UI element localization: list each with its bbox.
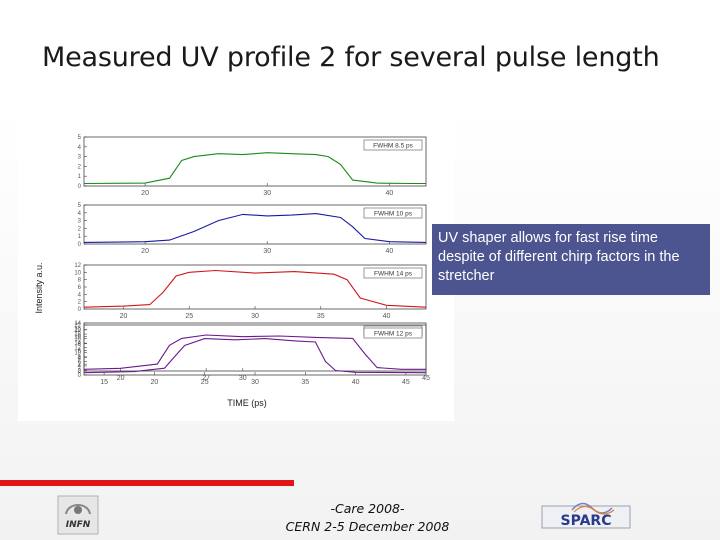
series-line-5 [83,338,427,374]
y-tick-label-3-5: 2 [78,300,82,306]
y-tick-label-4-7: 0 [78,369,82,375]
x-tick-label-4-0: 20 [117,375,125,382]
series-line-4 [83,334,426,370]
y-tick-label-4-4: 6 [78,348,82,354]
panel-frame-2 [83,204,427,245]
x-tick-label-5-5: 40 [352,379,360,386]
figure-panel: Intensity a.u. TIME (ps) 5 4 3 2 1 0 20 30 40 FWH… [18,113,454,421]
legend-label-1: FWHM 8.5 ps [373,143,413,150]
y-tick-label-3-3: 6 [78,285,82,291]
footer-location: CERN 2-5 December 2008 [285,519,450,534]
y-tick-label-4-6: 2 [78,362,82,368]
y-tick-label-5-10: 2 [78,368,82,374]
x-tick-label-5-3: 30 [251,379,259,386]
y-tick-label-2-3: 2 [78,226,82,232]
y-tick-label-3-4: 4 [78,292,82,298]
panel-frame-1 [83,136,427,187]
x-tick-label-1-2: 40 [385,190,393,197]
x-tick-label-5-6: 45 [402,379,410,386]
x-tick-label-4-1: 27 [202,375,210,382]
y-tick-label-5-0: 22 [74,323,81,329]
series-line-3 [83,269,427,308]
y-tick-label-3-0: 12 [74,263,81,269]
y-tick-label-5-2: 18 [74,332,81,338]
y-tick-label-4-1: 12 [74,328,81,334]
infn-logo-text: INFN [66,520,91,530]
x-tick-label-3-1: 25 [185,313,193,320]
legend-label-3: FWHM 14 ps [374,271,413,278]
y-tick-label-1-1: 4 [78,145,82,151]
y-tick-label-4-3: 8 [78,342,82,348]
y-tick-label-2-4: 1 [78,234,82,240]
accent-bar [0,480,294,486]
y-tick-label-5-1: 20 [74,328,81,334]
callout-note: UV shaper allows for fast rise time desp… [432,224,710,295]
y-tick-label-1-2: 3 [78,155,82,161]
x-tick-label-2-0: 20 [141,248,149,255]
x-tick-label-5-2: 25 [201,379,209,386]
y-tick-label-5-4: 14 [74,341,81,347]
y-axis-label: Intensity a.u. [34,262,44,313]
y-tick-label-3-1: 10 [74,270,81,276]
x-tick-label-5-0: 15 [100,379,108,386]
legend-box-3 [363,267,423,279]
sparc-logo-text: SPARC [561,513,612,529]
footer: -Care 2008- CERN 2-5 December 2008 [250,500,485,536]
legend-label-5: FWHM 12 ps [374,331,413,338]
y-tick-label-5-7: 8 [78,355,82,361]
legend-label-2: FWHM 10 ps [374,211,413,218]
y-tick-label-5-6: 10 [74,350,81,356]
y-tick-label-4-2: 10 [74,335,81,341]
y-tick-label-5-5: 12 [74,346,81,352]
y-tick-label-2-0: 5 [78,203,82,209]
x-tick-label-3-3: 35 [317,313,325,320]
legend-box-5 [363,327,423,339]
legend-box-2 [363,207,423,219]
y-tick-label-5-11: 0 [78,373,82,379]
y-tick-label-1-5: 0 [78,184,82,190]
y-tick-label-1-4: 1 [78,174,82,180]
series-line-2 [83,213,427,243]
x-tick-label-3-4: 40 [383,313,391,320]
slide-title: Measured UV profile 2 for several pulse … [42,42,660,73]
y-tick-label-4-0: 14 [74,321,81,327]
x-axis-label: TIME (ps) [227,398,267,408]
series-line-1 [83,152,426,185]
infn-logo: INFN [54,494,102,536]
x-tick-label-3-0: 20 [120,313,128,320]
x-tick-label-2-1: 30 [263,248,271,255]
x-tick-label-1-0: 20 [141,190,149,197]
y-tick-label-2-5: 0 [78,242,82,248]
x-tick-label-5-4: 35 [301,379,309,386]
footer-event: -Care 2008- [330,501,405,516]
y-tick-label-2-1: 4 [78,211,82,217]
sparc-logo: SPARC [538,498,634,532]
x-tick-label-5-1: 20 [151,379,159,386]
legend-box-1 [363,139,423,151]
y-tick-label-2-2: 3 [78,219,82,225]
y-tick-label-5-9: 4 [78,364,82,370]
y-tick-label-1-0: 5 [78,135,82,141]
x-tick-label-4-3: 45 [422,375,430,382]
x-tick-label-3-2: 30 [251,313,259,320]
y-tick-label-3-6: 0 [78,307,82,313]
x-tick-label-4-2: 30 [239,375,247,382]
y-tick-label-1-3: 2 [78,164,82,170]
x-tick-label-2-2: 40 [385,248,393,255]
y-tick-label-5-3: 16 [74,337,81,343]
y-tick-label-4-5: 4 [78,355,82,361]
y-tick-label-5-8: 6 [78,359,82,365]
y-tick-label-3-2: 8 [78,278,82,284]
x-tick-label-1-1: 30 [263,190,271,197]
